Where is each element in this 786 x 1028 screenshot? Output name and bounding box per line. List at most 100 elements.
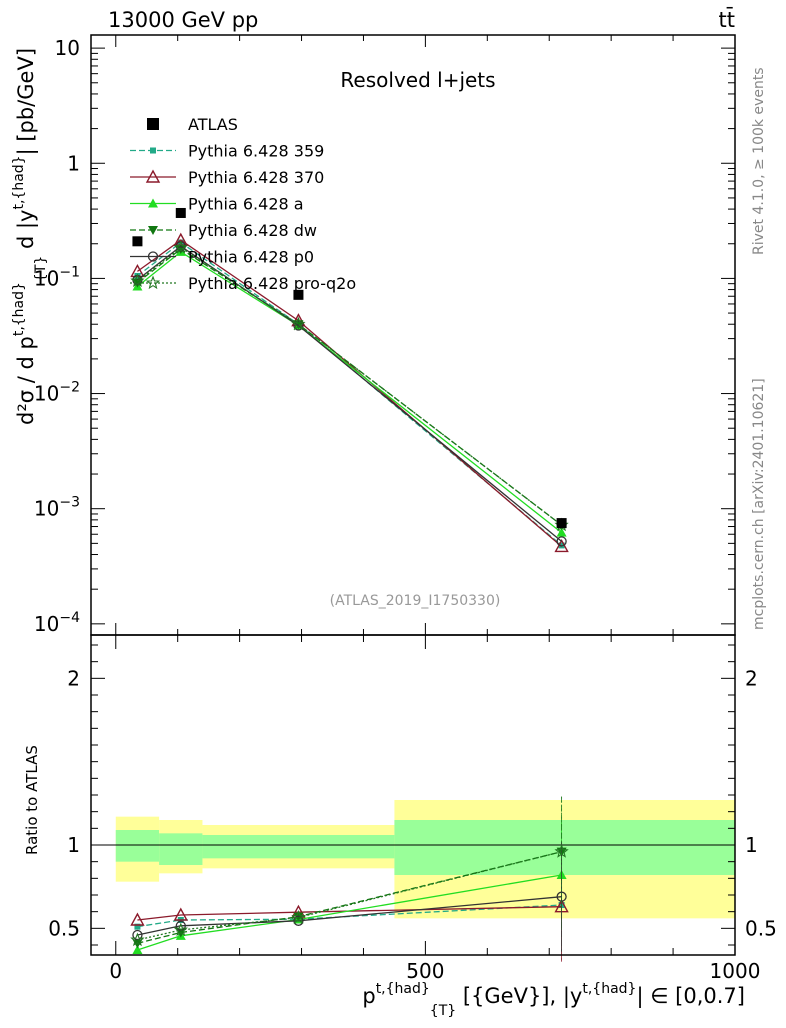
- legend-marker: [150, 147, 156, 154]
- analysis-watermark: (ATLAS_2019_I1750330): [330, 593, 501, 609]
- main-y-tick-exponent: −4: [59, 610, 80, 626]
- main-panel: Resolved l+jets (ATLAS_2019_I1750330) 10…: [11, 34, 736, 636]
- ratio-marker: [291, 910, 306, 924]
- legend-label-atlas: ATLAS: [188, 115, 238, 134]
- legend-label: Pythia 6.428 370: [188, 168, 324, 187]
- ratio-panel: 0.5 0.51 12 20 500 1000 Ratio to ATLAS pt,{ha…: [23, 634, 777, 1019]
- legend-label: Pythia 6.428 a: [188, 195, 304, 214]
- main-y-tick-base: 1: [67, 151, 80, 175]
- series-line: [136, 251, 563, 534]
- legend-label: Pythia 6.428 dw: [188, 221, 317, 240]
- main-y-tick-label: 10−3: [34, 495, 80, 521]
- atlas-data-point: [293, 289, 304, 300]
- ratio-series-line: [137, 851, 562, 944]
- y-label-main: d²σ / d p: [14, 336, 38, 425]
- series-marker: [173, 240, 188, 254]
- ratio-marker: [132, 945, 143, 954]
- legend-marker: [145, 275, 161, 290]
- ratio-series-line: [137, 904, 562, 928]
- ratio-y-axis-label: Ratio to ATLAS: [23, 745, 41, 855]
- mcplots-label: mcplots.cern.ch [arXiv:2401.10621]: [751, 378, 767, 630]
- legend-label: Pythia 6.428 p0: [188, 248, 314, 267]
- legend-label: Pythia 6.428 359: [188, 142, 324, 161]
- uncertainty-band-inner: [202, 835, 395, 859]
- y-label-sup1: t,{had}: [11, 282, 27, 336]
- main-y-tick-base: 10: [34, 382, 59, 406]
- y-label-tail: | [pb/GeV]: [14, 48, 39, 155]
- ratio-series-line: [137, 874, 562, 951]
- uncertainty-band-inner: [394, 820, 735, 875]
- ratio-series-group: [130, 796, 569, 962]
- main-y-tick-label: 10−2: [34, 380, 80, 406]
- ratio-bands: [115, 800, 735, 919]
- series-line: [137, 246, 562, 526]
- series-marker: [556, 527, 567, 537]
- x-label-sub1: {T}: [430, 1003, 456, 1019]
- legend-marker-atlas: [147, 118, 159, 130]
- ratio-marker: [173, 907, 188, 921]
- main-title: Resolved l+jets: [340, 68, 495, 92]
- series-marker: [291, 316, 306, 331]
- ratio-y-tick-label-left: 2: [67, 666, 80, 690]
- y-label-sub1: {T}: [33, 256, 49, 282]
- main-y-tick-label: 10−4: [34, 610, 80, 636]
- legend-marker: [145, 169, 161, 183]
- ratio-series-line: [137, 906, 562, 921]
- x-label-mid: [{GeV}], |y: [456, 984, 582, 1009]
- ratio-y-tick-label-right: 0.5: [745, 916, 777, 940]
- main-y-tick-base: 10: [34, 497, 59, 521]
- atlas-data-point: [175, 207, 186, 218]
- main-y-tick-exponent: −2: [59, 380, 80, 396]
- y-label-sup2: t,{had}: [11, 155, 27, 209]
- ratio-series-line: [137, 896, 562, 936]
- legend-marker: [148, 226, 158, 235]
- legend-label: Pythia 6.428 pro-q2o: [188, 274, 356, 293]
- x-label-p: p: [362, 984, 375, 1008]
- rivet-label: Rivet 4.1.0, ≥ 100k events: [751, 67, 767, 255]
- ratio-y-tick-label-left: 1: [67, 833, 80, 857]
- ratio-marker: [134, 923, 141, 930]
- ratio-y-tick-label-right: 2: [745, 666, 758, 690]
- atlas-data-point: [556, 518, 567, 529]
- x-label-tail: | ∈ [0,0.7]: [636, 984, 745, 1009]
- main-y-tick-base: 10: [34, 266, 59, 290]
- ratio-marker: [130, 912, 145, 926]
- uncertainty-band-inner: [159, 833, 203, 865]
- ratio-marker: [173, 922, 188, 937]
- ratio-marker: [293, 915, 304, 926]
- series-line: [137, 241, 563, 546]
- uncertainty-band-inner: [115, 830, 160, 862]
- main-y-tick-label: 1: [67, 151, 80, 175]
- legend-marker: [147, 251, 159, 262]
- series-marker: [554, 538, 569, 553]
- main-y-tick-label: 10−1: [34, 264, 80, 290]
- ratio-y-tick-label-right: 1: [745, 833, 758, 857]
- series-marker: [293, 320, 304, 331]
- main-y-tick-base: 10: [34, 612, 59, 636]
- x-label-sup1: t,{had}: [376, 981, 430, 997]
- main-y-tick-exponent: −3: [59, 495, 80, 511]
- ratio-y-tick-label-left: 0.5: [48, 916, 80, 940]
- main-series-group: [130, 207, 569, 553]
- process-label: tt̄: [719, 7, 735, 32]
- ratio-marker: [554, 844, 569, 858]
- x-label-sup2: t,{had}: [582, 981, 636, 997]
- ratio-axis-ticks: 0.5 0.5 1 1 2 2 0 500 1000: [48, 635, 777, 983]
- atlas-data-point: [132, 236, 143, 247]
- y-label-mid: d |y: [14, 210, 39, 256]
- legend-marker: [148, 198, 158, 208]
- main-y-tick-exponent: −1: [59, 264, 80, 280]
- ratio-x-tick-label: 500: [406, 959, 444, 983]
- ratio-x-tick-label: 1000: [710, 959, 761, 983]
- ratio-marker: [130, 932, 145, 947]
- legend: ATLAS Pythia 6.428 359 Pythia 6.428 370 Pyt…: [130, 115, 356, 293]
- main-y-tick-label: 10: [55, 36, 80, 60]
- main-y-tick-base: 10: [55, 36, 80, 60]
- series-marker: [130, 273, 145, 288]
- main-y-axis-label: d²σ / d pt,{had}{T} d |yt,{had}| [pb/GeV…: [11, 48, 49, 425]
- collision-label: 13000 GeV pp: [108, 8, 258, 32]
- series-marker: [556, 536, 567, 547]
